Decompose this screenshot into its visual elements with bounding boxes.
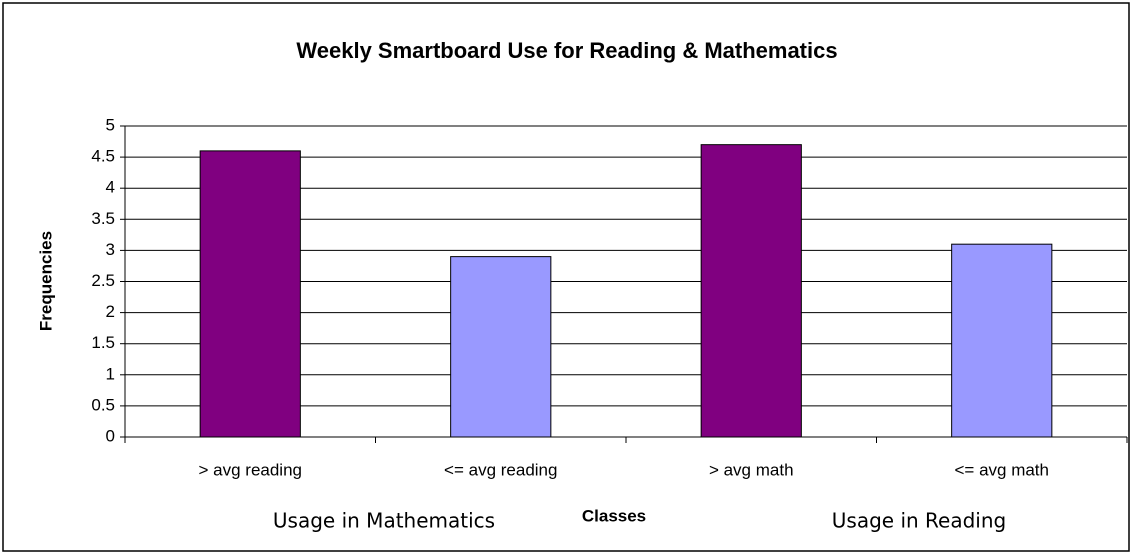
y-tick-label: 0 <box>106 426 115 445</box>
y-tick-label: 4 <box>106 178 115 197</box>
y-tick-label: 4.5 <box>91 147 115 166</box>
x-tick-label: > avg math <box>709 460 794 479</box>
annotation: Usage in Reading <box>832 509 1006 533</box>
y-tick-label: 5 <box>106 115 115 134</box>
x-tick-label: <= avg reading <box>444 460 557 479</box>
bar <box>951 243 1053 438</box>
y-tick-label: 3.5 <box>91 209 115 228</box>
chart-title: Weekly Smartboard Use for Reading & Math… <box>296 38 837 63</box>
y-tick-label: 1.5 <box>91 333 115 352</box>
bar <box>450 256 552 438</box>
bar <box>700 144 802 438</box>
x-axis-title: Classes <box>582 506 646 525</box>
y-tick-label: 0.5 <box>91 395 115 414</box>
y-tick-label: 2.5 <box>91 271 115 290</box>
y-tick-label: 3 <box>106 240 115 259</box>
x-tick-label: > avg reading <box>199 460 303 479</box>
y-axis-title: Frequencies <box>36 231 55 331</box>
y-tick-label: 2 <box>106 302 115 321</box>
x-tick-label: <= avg math <box>954 460 1049 479</box>
y-tick-label: 1 <box>106 364 115 383</box>
annotation: Usage in Mathematics <box>273 509 495 533</box>
bar <box>199 150 301 438</box>
